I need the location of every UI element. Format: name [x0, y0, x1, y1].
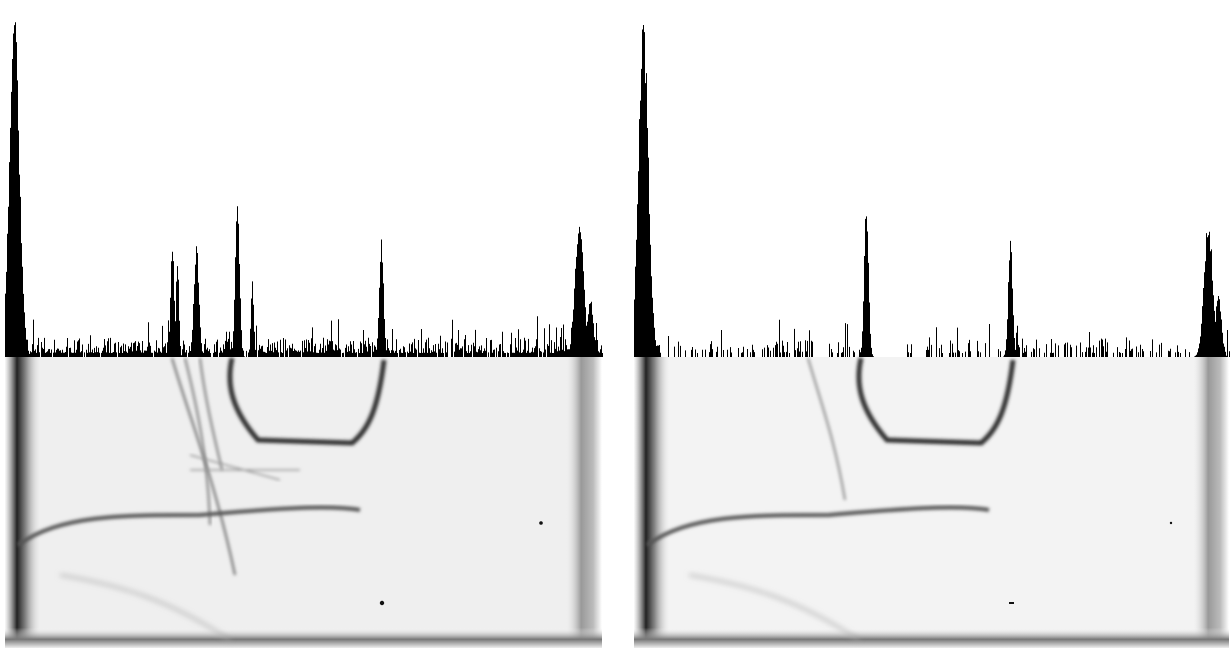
figure [0, 0, 1231, 651]
speck [1170, 522, 1172, 524]
image-edge [5, 357, 602, 648]
right-panel [634, 25, 1230, 648]
column-profile [6, 22, 603, 357]
speck [539, 521, 543, 525]
speck [1009, 602, 1014, 604]
column-profile [635, 25, 1230, 357]
left-panel [5, 22, 603, 648]
image-edge [634, 357, 1229, 648]
speck [380, 601, 384, 605]
